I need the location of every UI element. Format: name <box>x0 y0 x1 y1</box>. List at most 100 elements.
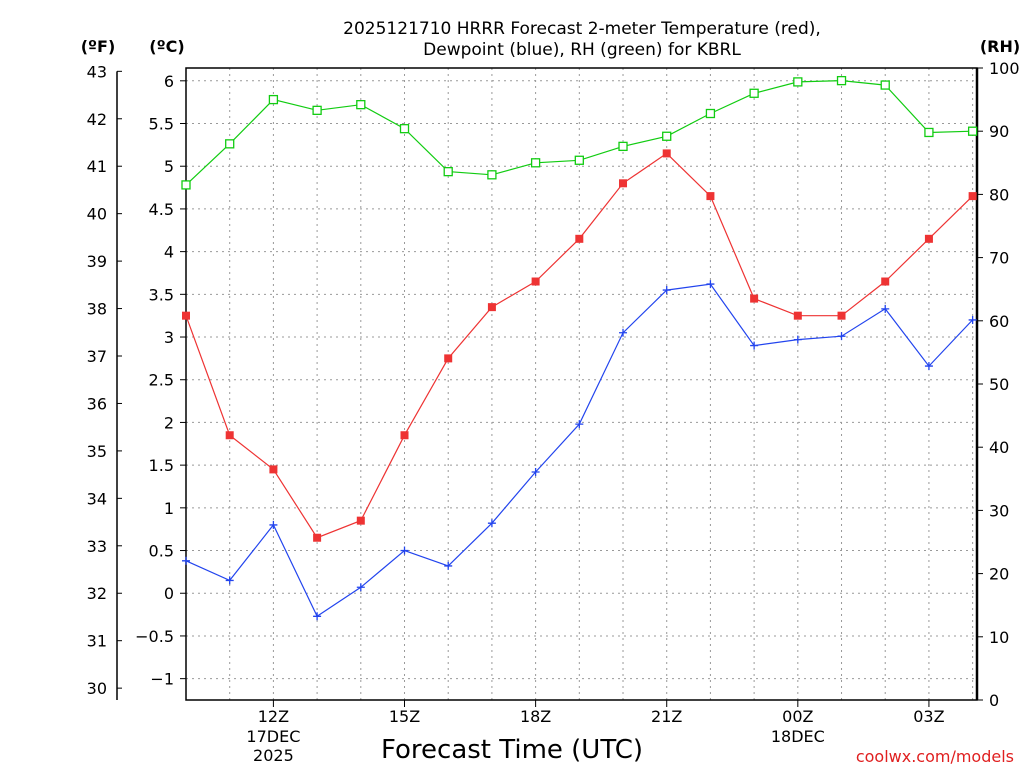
x-axis-label: Forecast Time (UTC) <box>381 735 643 765</box>
fahrenheit-tick-label: 38 <box>87 300 107 319</box>
rh-tick-label: 100 <box>989 59 1020 78</box>
chart-title-line-1: 2025121710 HRRR Forecast 2-meter Tempera… <box>343 19 821 39</box>
dewpoint-point <box>182 556 190 565</box>
temperature-point <box>575 234 584 243</box>
rh-tick-label: 20 <box>989 565 1009 584</box>
celsius-tick-label: 5 <box>164 157 174 176</box>
rh-point <box>749 88 759 98</box>
fahrenheit-tick-label: 32 <box>87 584 107 603</box>
temperature-point <box>225 431 234 440</box>
fahrenheit-unit-label: (ºF) <box>81 37 116 56</box>
celsius-tick-label: 2.5 <box>149 371 174 390</box>
rh-tick-label: 80 <box>989 185 1009 204</box>
dewpoint-point <box>750 341 759 350</box>
rh-tick-label: 70 <box>989 249 1009 268</box>
rh-tick-label: 50 <box>989 375 1009 394</box>
temperature-point <box>881 277 890 286</box>
dewpoint-point <box>837 332 846 341</box>
dewpoint-point <box>924 362 933 371</box>
rh-line <box>185 79 973 186</box>
rh-tick-label: 60 <box>989 312 1009 331</box>
temperature-point <box>487 303 496 312</box>
fahrenheit-tick-label: 41 <box>87 157 107 176</box>
rh-point <box>793 77 803 87</box>
temperature-point <box>793 311 802 320</box>
rh-point <box>705 108 716 119</box>
data-series <box>181 75 978 621</box>
temperature-point <box>968 192 977 201</box>
x-tick-date-label: 17DEC <box>246 727 300 746</box>
temperature-point <box>531 277 540 286</box>
celsius-tick-label: −1 <box>150 670 174 689</box>
rh-point <box>181 180 191 190</box>
dewpoint-point <box>881 304 890 313</box>
rh-unit-label: (RH) <box>980 37 1020 56</box>
rh-point <box>225 139 235 149</box>
rh-point <box>399 124 410 134</box>
temperature-point <box>706 192 715 201</box>
rh-tick-label: 30 <box>989 501 1009 520</box>
celsius-tick-label: 3 <box>164 328 174 347</box>
x-tick-label: 21Z <box>651 707 682 726</box>
rh-point <box>356 100 366 110</box>
rh-point <box>836 75 847 86</box>
dewpoint-point <box>356 583 365 592</box>
temperature-point <box>313 533 322 542</box>
celsius-tick-label: 3.5 <box>149 285 174 304</box>
temperature-point <box>662 149 671 158</box>
rh-point <box>924 127 934 138</box>
rh-point <box>312 105 322 115</box>
rh-point <box>487 170 497 180</box>
x-tick-label: 00Z <box>782 707 813 726</box>
fahrenheit-tick-label: 35 <box>87 442 107 461</box>
celsius-unit-label: (ºC) <box>149 37 184 56</box>
celsius-tick-label: 1 <box>164 499 174 518</box>
temperature-point <box>924 234 933 243</box>
x-tick-label: 12Z <box>258 707 289 726</box>
dewpoint-point <box>619 328 628 337</box>
celsius-tick-label: 2 <box>164 413 174 432</box>
fahrenheit-tick-label: 40 <box>87 205 107 224</box>
temperature-point <box>400 431 409 440</box>
dewpoint-point <box>706 280 715 289</box>
temperature-point <box>444 354 453 363</box>
fahrenheit-tick-label: 31 <box>87 632 107 651</box>
fahrenheit-tick-label: 42 <box>87 110 107 129</box>
fahrenheit-tick-label: 37 <box>87 347 107 366</box>
fahrenheit-tick-label: 34 <box>87 489 107 508</box>
rh-point <box>618 141 628 152</box>
fahrenheit-tick-label: 33 <box>87 537 107 556</box>
celsius-tick-label: 0.5 <box>149 542 174 561</box>
celsius-tick-label: 6 <box>164 72 174 91</box>
dewpoint-point <box>968 315 977 324</box>
chart-title-line-2: Dewpoint (blue), RH (green) for KBRL <box>423 40 741 60</box>
x-tick-year-label: 2025 <box>253 746 294 765</box>
fahrenheit-tick-label: 36 <box>87 394 107 413</box>
rh-point <box>967 126 978 136</box>
rh-tick-label: 90 <box>989 122 1009 141</box>
rh-tick-label: 0 <box>989 691 999 710</box>
axes: −1 −0.5 0 0.5 1 1.5 2 2.5 3 3.5 4 4.5 5 5.5 6 30 31 32 33 3… <box>87 59 1020 765</box>
dewpoint-point <box>487 519 496 528</box>
x-tick-label: 15Z <box>389 707 420 726</box>
fahrenheit-tick-label: 39 <box>87 252 107 271</box>
dewpoint-point <box>444 561 453 570</box>
dewpoint-point <box>313 612 322 621</box>
temperature-point <box>750 294 759 303</box>
fahrenheit-tick-label: 43 <box>87 62 107 81</box>
rh-tick-label: 40 <box>989 438 1009 457</box>
celsius-tick-label: 0 <box>164 584 174 603</box>
dewpoint-point <box>225 576 234 585</box>
rh-point <box>268 94 279 105</box>
x-tick-label: 03Z <box>913 707 944 726</box>
celsius-tick-label: 1.5 <box>149 456 174 475</box>
x-tick-label: 18Z <box>520 707 551 726</box>
temperature-point <box>356 516 365 525</box>
dewpoint-point <box>575 420 584 429</box>
x-tick-date-label: 18DEC <box>771 727 825 746</box>
temperature-point <box>837 311 846 320</box>
dewpoint-point <box>662 286 671 295</box>
rh-point <box>880 80 890 90</box>
celsius-tick-label: 4 <box>164 243 174 262</box>
